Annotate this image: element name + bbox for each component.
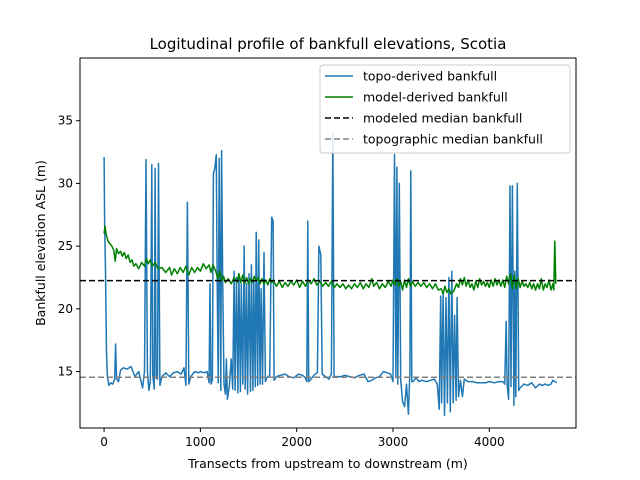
plot-area	[79, 57, 577, 429]
x-tick-label: 1000	[185, 435, 216, 449]
legend-label: topo-derived bankfull	[363, 69, 497, 84]
y-tick-label: 25	[58, 239, 73, 253]
x-tick-label: 2000	[281, 435, 312, 449]
chart-title: Logitudinal profile of bankfull elevatio…	[150, 35, 507, 53]
topo-series-line	[103, 132, 558, 417]
series-layer	[80, 132, 576, 417]
x-axis: 0 1000 2000 3000 4000	[100, 428, 505, 449]
y-axis-label: Bankfull elevation ASL (m)	[33, 160, 48, 326]
y-tick-label: 15	[58, 365, 73, 379]
y-tick-label: 35	[58, 114, 73, 128]
legend-entry-modeled-median: modeled median bankfull	[325, 111, 522, 126]
legend: topo-derived bankfull model-derived bankf…	[319, 64, 571, 154]
x-axis-label: Transects from upstream to downstream (m…	[187, 456, 468, 471]
legend-entry-model: model-derived bankfull	[325, 90, 508, 105]
x-tick-label: 3000	[378, 435, 409, 449]
legend-label: model-derived bankfull	[363, 90, 508, 105]
x-tick-label: 4000	[474, 435, 505, 449]
legend-label: modeled median bankfull	[363, 111, 522, 126]
legend-label: topographic median bankfull	[363, 132, 543, 147]
legend-entry-topo: topo-derived bankfull	[325, 69, 497, 84]
y-axis: 15 20 25 30 35	[58, 114, 80, 379]
legend-entry-topo-median: topographic median bankfull	[325, 132, 543, 147]
model-series-line	[103, 225, 557, 295]
x-tick-label: 0	[100, 435, 108, 449]
y-tick-label: 20	[58, 302, 73, 316]
legend-box	[319, 64, 571, 154]
axes-frame	[79, 57, 577, 429]
y-tick-label: 30	[58, 176, 73, 190]
legend-items: topo-derived bankfull model-derived bankf…	[325, 69, 543, 147]
